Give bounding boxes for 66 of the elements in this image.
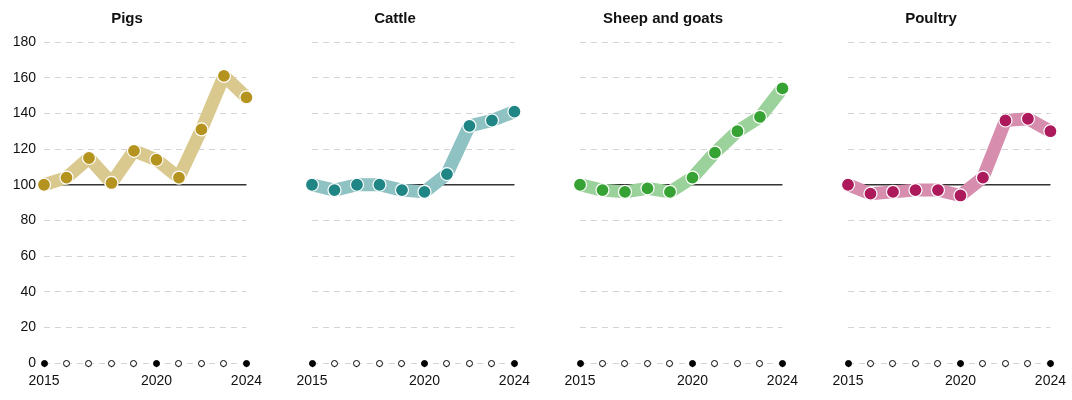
x-tick-label: 2024 — [230, 372, 263, 389]
point — [484, 113, 500, 128]
point — [1020, 111, 1036, 126]
point — [36, 177, 52, 192]
point — [707, 145, 723, 160]
chart-title: Cattle — [374, 9, 416, 27]
point — [617, 184, 633, 199]
x-tick-label: 2015 — [832, 372, 864, 389]
x-tick-label: 2024 — [766, 372, 799, 389]
y-tick-label: 100 — [12, 175, 37, 192]
y-tick-label: 60 — [20, 246, 37, 263]
point — [394, 183, 410, 198]
chart-title: Sheep and goats — [602, 9, 724, 27]
chart-title: Pigs — [111, 9, 143, 27]
point — [885, 184, 901, 199]
x-tick-label: 2020 — [676, 372, 709, 389]
point — [685, 170, 700, 185]
y-tick-label: 160 — [12, 68, 37, 85]
point — [998, 113, 1013, 128]
y-tick-label: 40 — [20, 282, 37, 299]
y-tick-label: 0 — [28, 354, 37, 371]
point — [194, 122, 209, 137]
point — [908, 183, 923, 198]
x-tick-label: 2015 — [296, 372, 328, 389]
x-tick-label: 2020 — [140, 372, 173, 389]
point — [439, 166, 455, 182]
chart-title: Poultry — [905, 9, 958, 27]
point — [327, 183, 342, 198]
point — [507, 104, 522, 119]
x-tick-label: 2020 — [944, 372, 977, 389]
x-tick-label: 2015 — [564, 372, 596, 389]
point — [417, 184, 432, 199]
point — [863, 186, 878, 201]
point — [126, 143, 142, 158]
point — [216, 68, 232, 83]
point — [239, 90, 254, 105]
point — [59, 170, 74, 185]
point — [662, 184, 678, 199]
point — [372, 177, 387, 192]
y-tick-label: 80 — [20, 211, 37, 228]
x-tick-label: 2020 — [408, 372, 441, 389]
y-tick-label: 120 — [12, 139, 37, 156]
point — [840, 177, 856, 192]
point — [930, 183, 946, 198]
point — [171, 170, 187, 185]
point — [953, 188, 968, 203]
point — [572, 177, 588, 192]
x-tick-label: 2015 — [28, 372, 60, 389]
point — [81, 150, 97, 166]
x-tick-label: 2024 — [1034, 372, 1067, 389]
point — [1043, 124, 1058, 139]
point — [752, 109, 768, 125]
y-tick-label: 140 — [12, 104, 37, 121]
point — [149, 152, 164, 167]
point — [595, 183, 610, 198]
point — [104, 175, 119, 191]
point — [730, 124, 745, 139]
point — [775, 81, 790, 96]
point — [975, 170, 991, 185]
point — [462, 118, 477, 133]
point — [349, 177, 365, 192]
y-tick-label: 180 — [12, 32, 37, 49]
point — [304, 177, 320, 192]
y-tick-label: 20 — [20, 318, 37, 335]
x-tick-label: 2024 — [498, 372, 531, 389]
point — [640, 181, 655, 196]
